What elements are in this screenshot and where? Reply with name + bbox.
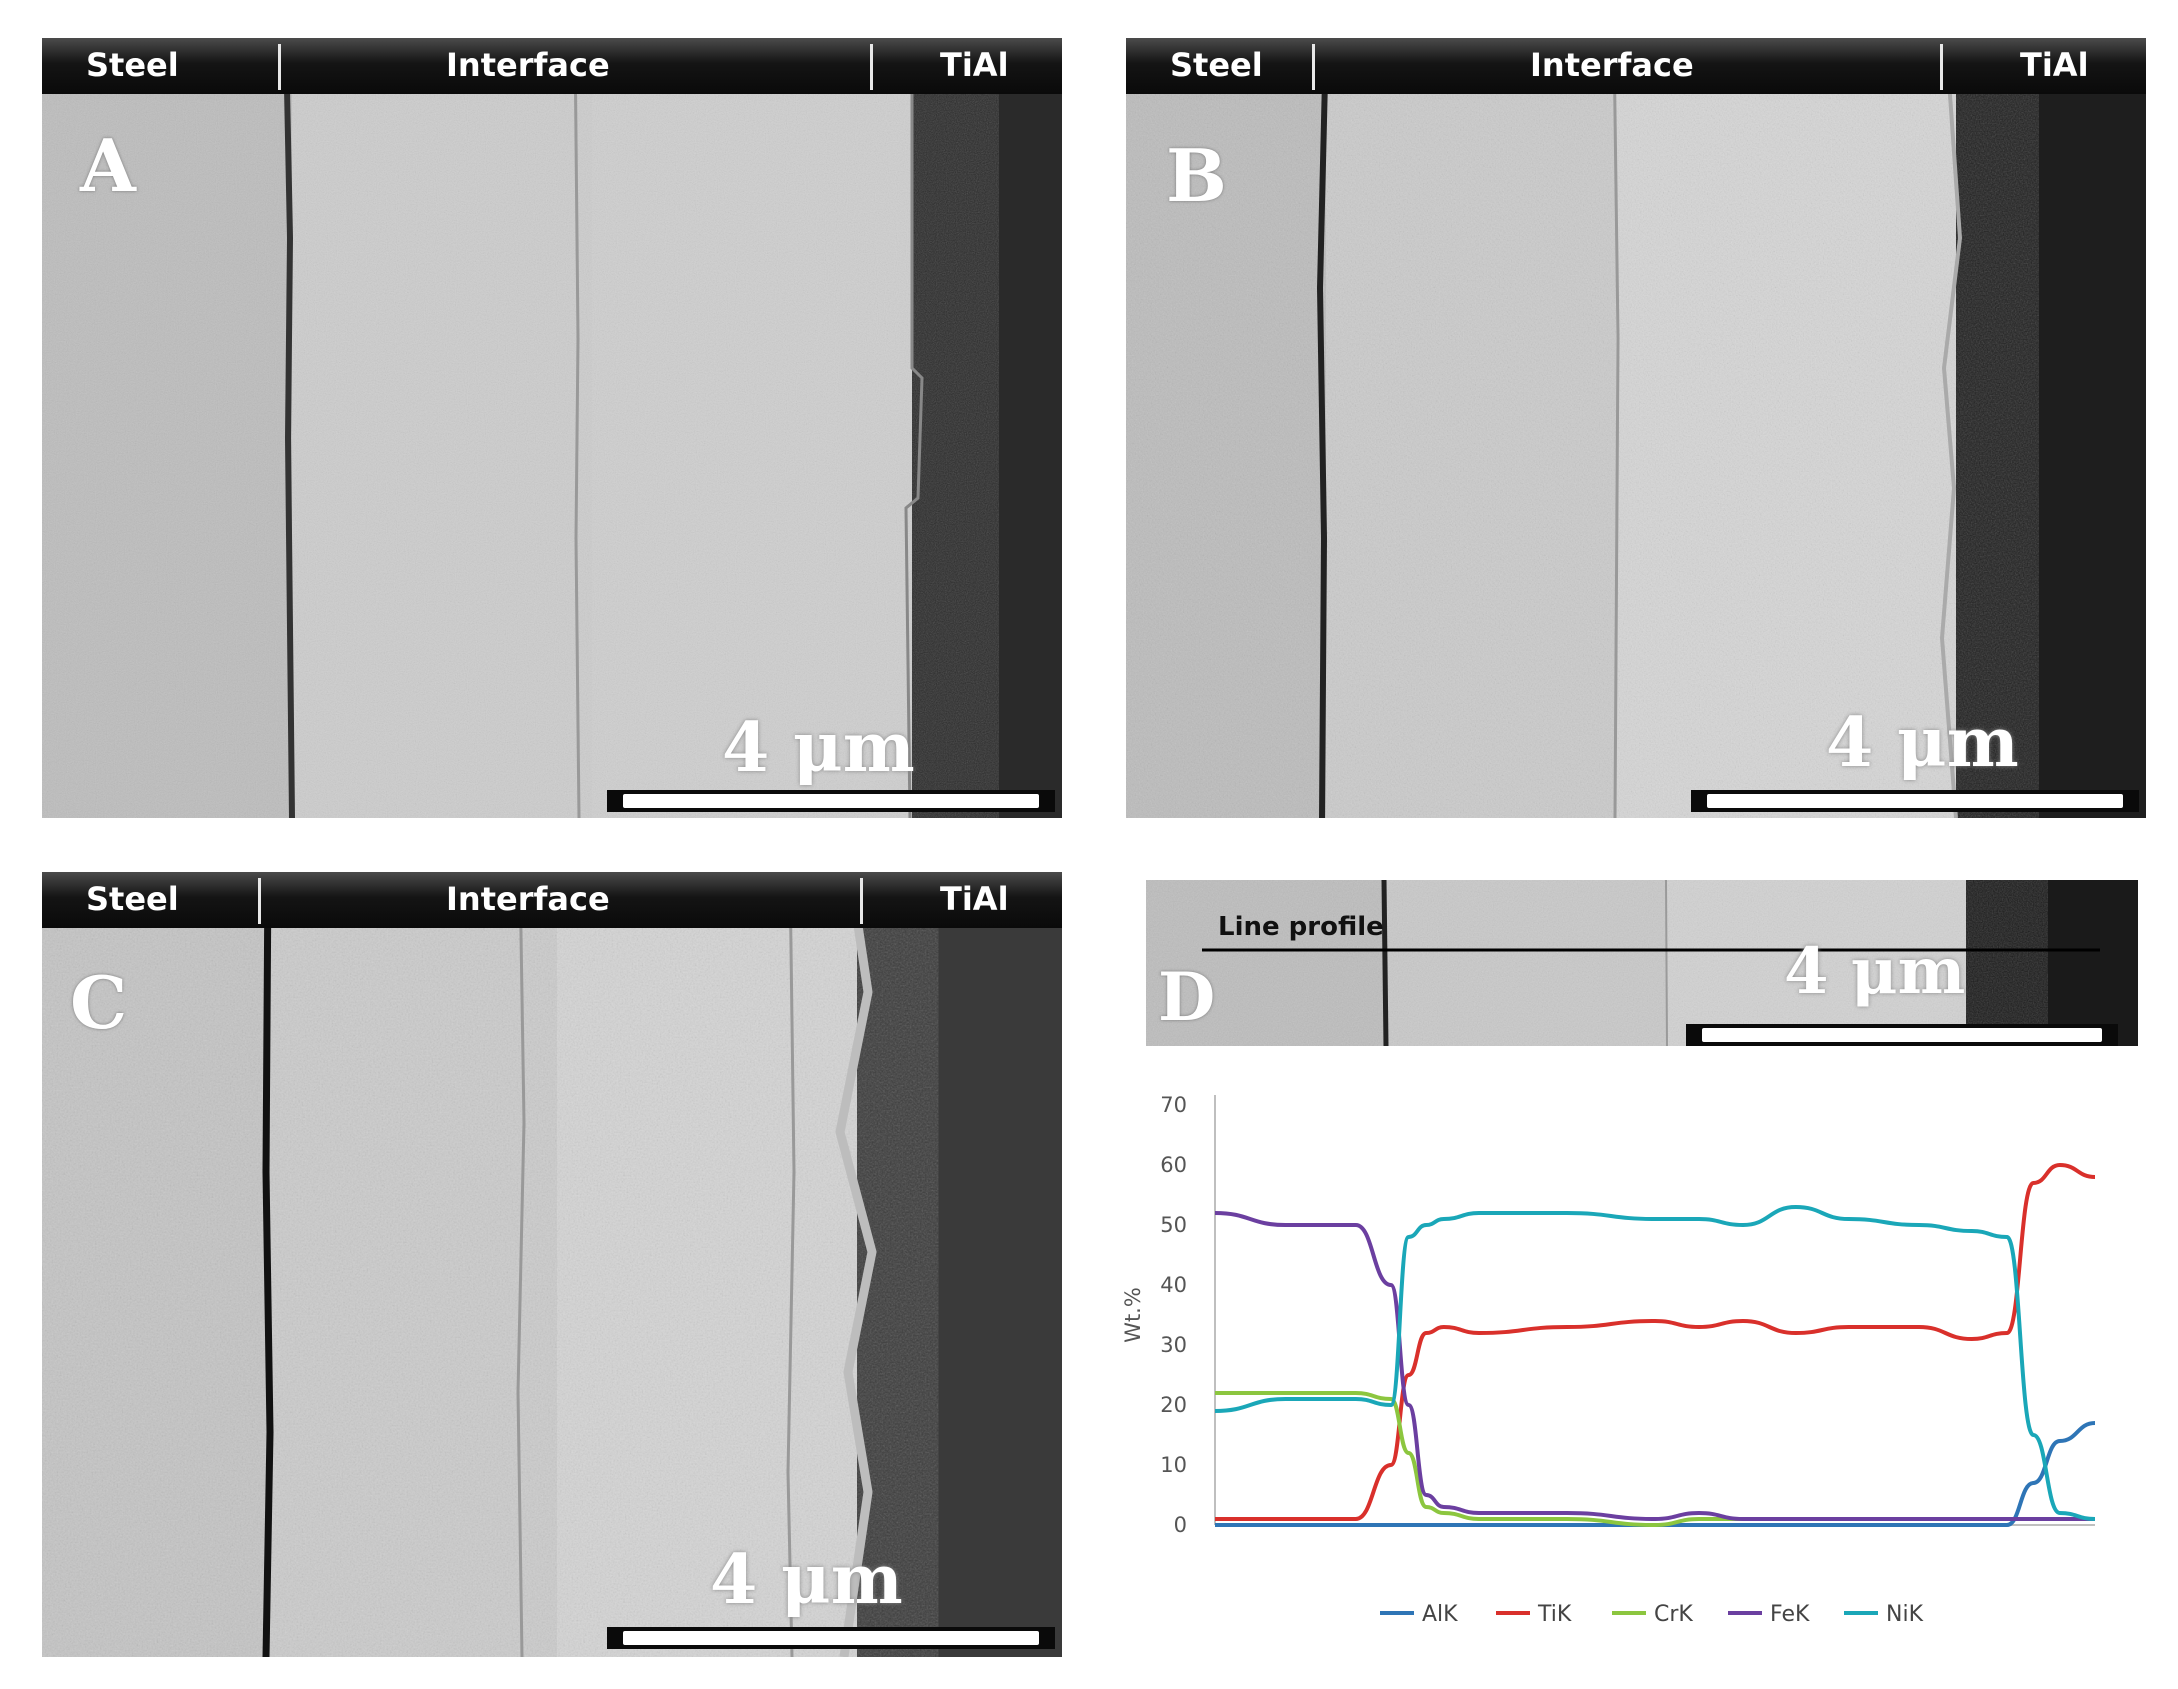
sem-panel-d: Line profile D 4 μm <box>1146 880 2138 1046</box>
scale-bar-b-text: 4 μm <box>1826 703 2019 783</box>
panel-a-header: Steel Interface TiAl <box>42 38 1062 94</box>
legend-label-nik: NiK <box>1886 1602 1924 1627</box>
header-tial-label: TiAl <box>940 46 1009 84</box>
panel-a-label: A <box>80 123 136 208</box>
header-interface-label: Interface <box>1530 46 1694 84</box>
legend-label-tik: TiK <box>1537 1602 1572 1627</box>
panel-b-label: B <box>1166 133 1227 218</box>
scale-bar-d <box>1686 1024 2118 1046</box>
scale-bar-c-text: 4 μm <box>710 1540 903 1620</box>
scale-bar-a <box>607 790 1055 812</box>
sem-panel-a: Steel Interface TiAl A 4 μm <box>42 38 1062 818</box>
legend-label-crk: CrK <box>1654 1602 1693 1627</box>
y-tick-label: 20 <box>1160 1393 1187 1417</box>
header-divider <box>860 878 863 924</box>
series-line-tik <box>1215 1163 2096 1521</box>
sem-image-b <box>1126 38 2146 818</box>
y-tick-label: 40 <box>1160 1273 1187 1297</box>
header-divider <box>1312 44 1315 90</box>
sem-panel-c: Steel Interface TiAl C 4 μm <box>42 872 1062 1657</box>
y-tick-label: 0 <box>1174 1513 1187 1537</box>
scale-bar-c <box>607 1627 1055 1649</box>
header-divider <box>258 878 261 924</box>
panel-c-header: Steel Interface TiAl <box>42 872 1062 928</box>
line-profile-label: Line profile <box>1218 912 1384 942</box>
header-tial-label: TiAl <box>940 880 1009 918</box>
series-line-fek <box>1214 1211 2095 1521</box>
sem-panel-b: Steel Interface TiAl B 4 μm <box>1126 38 2146 818</box>
y-axis-label: Wt.% <box>1121 1287 1145 1343</box>
header-divider <box>1940 44 1943 90</box>
sem-image-c <box>42 872 1062 1657</box>
header-tial-label: TiAl <box>2020 46 2089 84</box>
header-divider <box>278 44 281 90</box>
sem-image-a <box>42 38 1062 818</box>
y-tick-label: 30 <box>1160 1333 1187 1357</box>
panel-c-label: C <box>70 960 128 1045</box>
header-steel-label: Steel <box>86 880 179 918</box>
line-profile-chart: 0 10 20 30 40 50 60 70 Wt.% AlK TiK CrK FeK NiK <box>1121 1093 2096 1627</box>
scale-bar-b <box>1691 790 2139 812</box>
sem-image-d <box>1146 880 2138 1046</box>
header-interface-label: Interface <box>446 46 610 84</box>
series-line-nik <box>1214 1205 2096 1521</box>
legend-label-alk: AlK <box>1422 1602 1458 1627</box>
panel-d-label: D <box>1158 958 1216 1036</box>
y-tick-label: 60 <box>1160 1153 1187 1177</box>
y-tick-label: 70 <box>1160 1093 1187 1117</box>
panel-b-header: Steel Interface TiAl <box>1126 38 2146 94</box>
y-tick-label: 50 <box>1160 1213 1187 1237</box>
series-line-alk <box>1214 1421 2096 1527</box>
y-tick-label: 10 <box>1160 1453 1187 1477</box>
header-steel-label: Steel <box>1170 46 1263 84</box>
scale-bar-a-text: 4 μm <box>722 708 915 788</box>
header-steel-label: Steel <box>86 46 179 84</box>
header-interface-label: Interface <box>446 880 610 918</box>
legend-label-fek: FeK <box>1770 1602 1810 1627</box>
header-divider <box>870 44 873 90</box>
series-line-crk <box>1215 1391 2095 1527</box>
scale-bar-d-text: 4 μm <box>1784 934 1966 1009</box>
